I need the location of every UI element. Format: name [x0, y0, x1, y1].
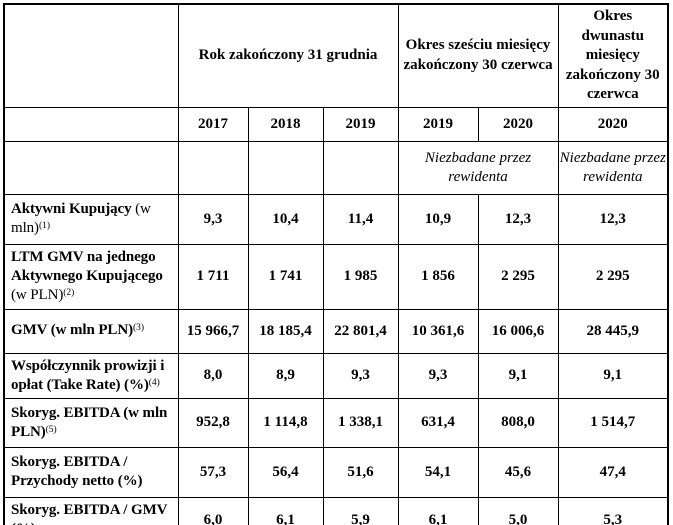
value-cell: 5,0 — [477, 496, 559, 525]
value-cell: 11,4 — [322, 193, 399, 245]
value-cell: 28 445,9 — [557, 308, 669, 354]
row-label: Skoryg. EBITDA / Przychody netto (%) — [3, 446, 179, 498]
row-label: Aktywni Kupujący (w mln)(1) — [3, 193, 179, 245]
value-cell: 8,0 — [177, 352, 249, 399]
corner-cell — [3, 3, 179, 108]
period-header-row: Rok zakończony 31 grudnia Okres sześciu … — [3, 3, 669, 108]
empty-cell — [3, 106, 179, 142]
value-cell: 54,1 — [397, 446, 479, 498]
year-header: 2020 — [557, 106, 669, 142]
year-header: 2020 — [477, 106, 559, 142]
audit-note-row: Niezbadane przez rewidenta Niezbadane pr… — [3, 140, 669, 195]
value-cell: 57,3 — [177, 446, 249, 498]
row-label: Skoryg. EBITDA (w mln PLN)(5) — [3, 397, 179, 448]
value-cell: 1 114,8 — [247, 397, 324, 448]
row-label: Skoryg. EBITDA / GMV (%) — [3, 496, 179, 525]
footnote-marker: (2) — [63, 288, 75, 299]
table-row: Skoryg. EBITDA / GMV (%) 6,0 6,1 5,9 6,1… — [3, 496, 669, 525]
row-label: GMV (w mln PLN)(3) — [3, 308, 179, 354]
year-header: 2019 — [322, 106, 399, 142]
value-cell: 1 514,7 — [557, 397, 669, 448]
value-cell: 1 985 — [322, 243, 399, 310]
value-cell: 5,3 — [557, 496, 669, 525]
value-cell: 1 856 — [397, 243, 479, 310]
year-header: 2018 — [247, 106, 324, 142]
value-cell: 47,4 — [557, 446, 669, 498]
value-cell: 9,1 — [477, 352, 559, 399]
value-cell: 2 295 — [477, 243, 559, 310]
document-page: Rok zakończony 31 grudnia Okres sześciu … — [0, 3, 673, 525]
value-cell: 45,6 — [477, 446, 559, 498]
table-row: GMV (w mln PLN)(3) 15 966,7 18 185,4 22 … — [3, 308, 669, 354]
value-cell: 808,0 — [477, 397, 559, 448]
value-cell: 1 741 — [247, 243, 324, 310]
value-cell: 18 185,4 — [247, 308, 324, 354]
audit-note-six-months: Niezbadane przez rewidenta — [397, 140, 559, 195]
empty-cell — [3, 140, 179, 195]
value-cell: 6,1 — [397, 496, 479, 525]
empty-cell — [247, 140, 324, 195]
value-cell: 9,3 — [397, 352, 479, 399]
footnote-marker: (5) — [45, 424, 57, 435]
table-row: Aktywni Kupujący (w mln)(1) 9,3 10,4 11,… — [3, 193, 669, 245]
financial-kpi-table: Rok zakończony 31 grudnia Okres sześciu … — [3, 3, 670, 525]
period-group-header-six-months: Okres sześciu miesięcy zakończony 30 cze… — [397, 3, 559, 108]
footnote-marker: (1) — [38, 221, 51, 231]
year-header: 2019 — [397, 106, 479, 142]
table-row: Skoryg. EBITDA (w mln PLN)(5) 952,8 1 11… — [3, 397, 669, 448]
value-cell: 12,3 — [477, 193, 559, 245]
empty-cell — [322, 140, 399, 195]
value-cell: 12,3 — [557, 193, 669, 245]
value-cell: 10,9 — [397, 193, 479, 245]
footnote-marker: (3) — [132, 323, 145, 334]
period-group-header-twelve-months: Okres dwunastu miesięcy zakończony 30 cz… — [557, 3, 669, 108]
audit-note-twelve-months: Niezbadane przez rewidenta — [557, 140, 669, 195]
value-cell: 16 006,6 — [477, 308, 559, 354]
value-cell: 6,0 — [177, 496, 249, 525]
value-cell: 5,9 — [322, 496, 399, 525]
value-cell: 9,1 — [557, 352, 669, 399]
value-cell: 6,1 — [247, 496, 324, 525]
table-row: Współczynnik prowizji i opłat (Take Rate… — [3, 352, 669, 399]
value-cell: 22 801,4 — [322, 308, 399, 354]
table-row: Skoryg. EBITDA / Przychody netto (%) 57,… — [3, 446, 669, 498]
value-cell: 9,3 — [177, 193, 249, 245]
footnote-marker: (4) — [148, 377, 160, 388]
value-cell: 9,3 — [322, 352, 399, 399]
value-cell: 1 711 — [177, 243, 249, 310]
year-header-row: 2017 2018 2019 2019 2020 2020 — [3, 106, 669, 142]
value-cell: 15 966,7 — [177, 308, 249, 354]
table-row: LTM GMV na jednego Aktywnego Kupującego … — [3, 243, 669, 310]
value-cell: 51,6 — [322, 446, 399, 498]
value-cell: 1 338,1 — [322, 397, 399, 448]
value-cell: 10,4 — [247, 193, 324, 245]
row-label: Współczynnik prowizji i opłat (Take Rate… — [3, 352, 179, 399]
row-label: LTM GMV na jednego Aktywnego Kupującego … — [3, 243, 179, 310]
value-cell: 8,9 — [247, 352, 324, 399]
value-cell: 56,4 — [247, 446, 324, 498]
value-cell: 631,4 — [397, 397, 479, 448]
value-cell: 952,8 — [177, 397, 249, 448]
period-group-header-year-end: Rok zakończony 31 grudnia — [177, 3, 399, 108]
value-cell: 10 361,6 — [397, 308, 479, 354]
value-cell: 2 295 — [557, 243, 669, 310]
year-header: 2017 — [177, 106, 249, 142]
empty-cell — [177, 140, 249, 195]
